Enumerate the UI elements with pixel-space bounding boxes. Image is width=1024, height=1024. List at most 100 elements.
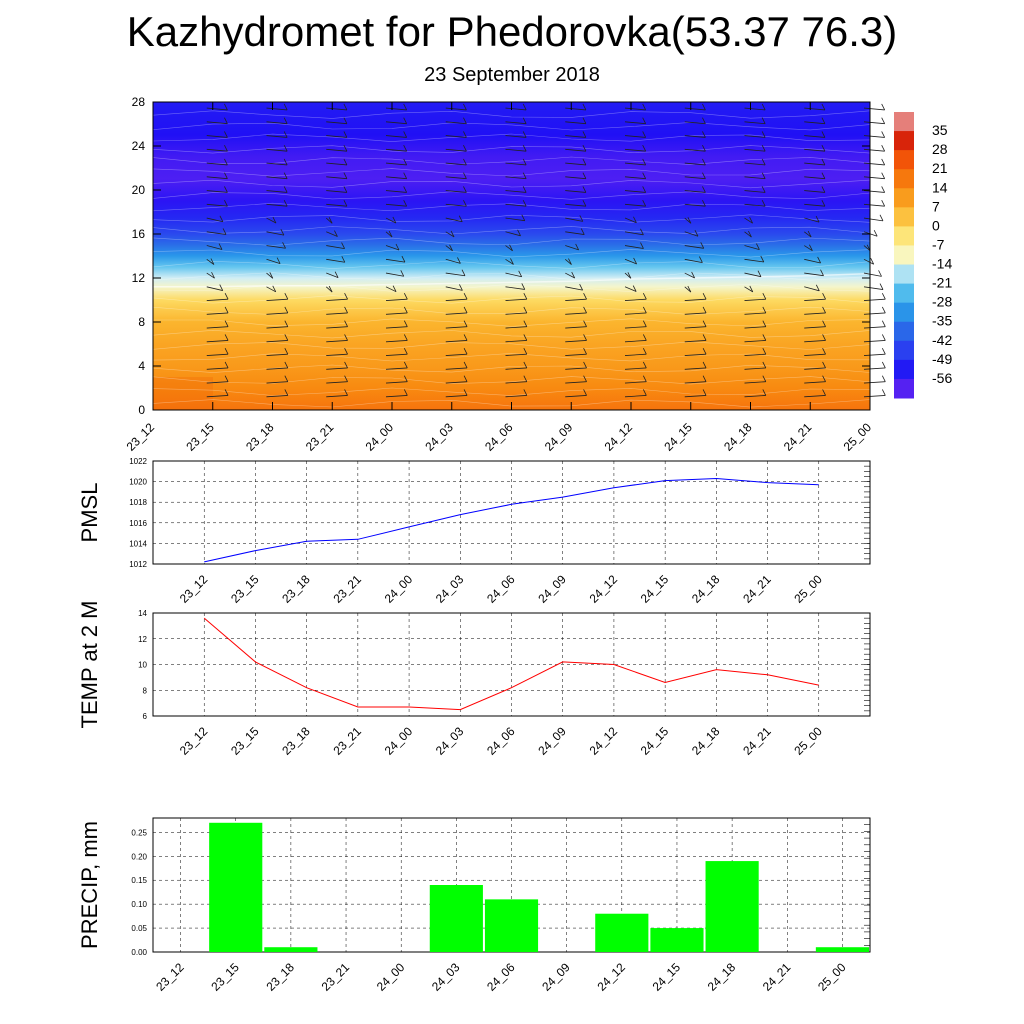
colorbar-label: 28: [932, 141, 948, 157]
wind-barb-feather: [822, 389, 826, 396]
wind-barb-feather: [691, 271, 695, 279]
wind-barb-shaft: [326, 231, 338, 237]
wind-barb-shaft: [863, 176, 885, 180]
precip-bar: [209, 822, 263, 952]
wind-barb-feather: [881, 186, 886, 193]
wind-barb-shaft: [385, 381, 408, 384]
wind-barb-shaft: [266, 286, 276, 293]
wind-barb-shaft: [744, 340, 766, 343]
wind-barb-shaft: [326, 395, 348, 398]
temp-xtick-label: 23_12: [177, 724, 211, 758]
wind-barb-shaft: [385, 148, 407, 152]
wind-barb-feather: [702, 306, 707, 314]
wind-barb-shaft: [206, 245, 223, 250]
wind-barb-shaft: [325, 286, 333, 293]
wind-barb-feather: [821, 186, 826, 193]
wind-barb-shaft: [804, 135, 825, 138]
contour-line: [152, 191, 871, 200]
wind-barb-shaft: [385, 203, 407, 207]
contour-line: [152, 249, 871, 258]
wind-barb-feather: [463, 293, 468, 300]
precip-bar: [705, 861, 759, 952]
wind-barb-shaft: [445, 176, 467, 180]
wind-barb-shaft: [445, 203, 467, 207]
wind-barb-feather: [642, 145, 647, 152]
wind-barb-feather: [881, 375, 886, 382]
pmsl-xtick-label: 23_15: [228, 572, 262, 606]
wind-barb-feather: [815, 284, 820, 291]
wind-barb-shaft: [505, 326, 527, 329]
wind-barb-feather: [458, 215, 463, 222]
wind-barb-shaft: [684, 367, 707, 370]
heatmap-xtick-label: 23_12: [124, 420, 158, 454]
wind-barb-shaft: [804, 203, 825, 207]
precip-xtick-label: 23_12: [153, 960, 187, 994]
precip-xtick-label: 24_15: [650, 960, 684, 994]
wind-barb-feather: [583, 320, 587, 327]
colorbar-label: -49: [932, 351, 952, 367]
pmsl-line: [204, 477, 819, 563]
wind-barb-shaft: [505, 353, 527, 356]
wind-barb-feather: [820, 269, 824, 276]
wind-barb-shaft: [624, 203, 646, 207]
colorbar-cell: [894, 169, 914, 189]
wind-barb-feather: [210, 258, 215, 265]
colorbar-cell: [894, 226, 914, 246]
wind-barb-shaft: [744, 121, 766, 125]
wind-barb-shaft: [385, 340, 408, 343]
wind-barb-feather: [642, 389, 647, 396]
temp-xtick-label: 25_00: [791, 724, 825, 758]
contour-line: [153, 318, 871, 327]
wind-barb-feather: [881, 158, 886, 166]
wind-barb-feather: [762, 334, 767, 341]
pmsl-xtick-label: 24_18: [689, 572, 723, 606]
wind-barb-feather: [463, 172, 467, 179]
wind-barb-feather: [522, 117, 527, 124]
chart-subtitle: 23 September 2018: [424, 64, 600, 86]
wind-barb-shaft: [385, 245, 400, 251]
wind-barb-feather: [403, 361, 408, 369]
pmsl-xtick-label: 23_18: [279, 572, 313, 606]
wind-barb-feather: [762, 389, 767, 396]
wind-barb-shaft: [565, 162, 586, 166]
wind-barb-feather: [522, 145, 527, 152]
wind-barb-shaft: [266, 107, 288, 111]
pmsl-xtick-label: 24_09: [535, 572, 569, 606]
contour-line: [152, 122, 871, 131]
wind-barb-shaft: [266, 245, 286, 249]
wind-barb-feather: [757, 270, 762, 277]
wind-barb-feather: [702, 334, 707, 341]
wind-barb-shaft: [326, 381, 348, 384]
precip-xtick-label: 24_21: [760, 960, 794, 994]
temp-ytick-label: 10: [138, 661, 147, 670]
wind-barb-feather: [392, 216, 397, 224]
wind-barb-shaft: [744, 217, 753, 224]
wind-barb-feather: [334, 271, 339, 278]
wind-barb-feather: [582, 131, 587, 138]
wind-barb-shaft: [624, 231, 644, 236]
wind-barb-feather: [343, 200, 348, 207]
wind-barb-shaft: [624, 298, 647, 301]
wind-barb-feather: [822, 293, 826, 300]
wind-barb-feather: [761, 186, 766, 193]
wind-barb-shaft: [684, 312, 707, 315]
wind-barb-feather: [523, 375, 528, 382]
wind-barb-shaft: [624, 353, 647, 356]
heatmap-warm-corner: [153, 377, 213, 410]
wind-barb-feather: [463, 348, 468, 355]
contour-line: [152, 226, 871, 235]
wind-barb-shaft: [266, 367, 288, 370]
colorbar-cell: [894, 264, 914, 285]
wind-barb-feather: [642, 306, 647, 314]
temp-ylabel: TEMP at 2 M: [77, 601, 102, 729]
wind-barb-shaft: [266, 176, 288, 180]
wind-barb-feather: [341, 242, 345, 249]
wind-barb-feather: [761, 158, 766, 166]
wind-barb-feather: [881, 306, 886, 314]
wind-barb-feather: [821, 103, 826, 111]
colorbar-cell: [894, 207, 914, 227]
wind-barb-feather: [343, 172, 348, 179]
wind-barb-feather: [463, 145, 467, 152]
wind-barb-shaft: [266, 217, 277, 224]
temp-xtick-label: 23_21: [330, 724, 364, 758]
